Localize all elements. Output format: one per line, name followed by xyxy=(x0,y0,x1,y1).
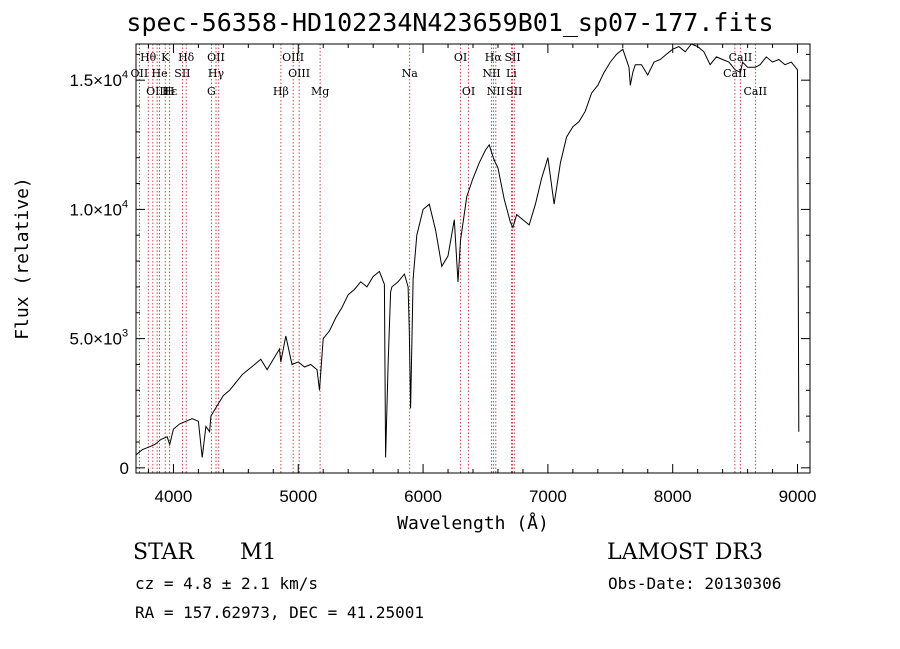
y-tick-label: 1.5×10 xyxy=(70,71,122,90)
marker-label: OII xyxy=(207,51,225,64)
x-tick-label: 8000 xyxy=(654,487,692,506)
y-axis-label: Flux (relative) xyxy=(12,177,33,340)
marker-label: CaII xyxy=(729,51,753,64)
marker-label: OI xyxy=(454,51,467,64)
marker-label: Li xyxy=(506,67,517,80)
y-tick-exponent: 4 xyxy=(122,198,128,210)
x-tick-label: 9000 xyxy=(779,487,817,506)
chart-title: spec-56358-HD102234N423659B01_sp07-177.f… xyxy=(126,8,774,37)
marker-label: SII xyxy=(506,85,522,98)
marker-label: Hθ xyxy=(140,51,157,64)
marker-label: NII xyxy=(482,67,500,80)
marker-label: OIII xyxy=(282,51,304,64)
y-tick-exponent: 3 xyxy=(122,328,128,340)
marker-label: Na xyxy=(402,67,419,80)
marker-label: Hα xyxy=(485,51,503,64)
marker-label: CaII xyxy=(743,85,767,98)
marker-label: Hβ xyxy=(273,85,289,98)
object-subclass: M1 xyxy=(240,540,277,565)
marker-label: Hδ xyxy=(178,51,195,64)
marker-label: G xyxy=(207,85,216,98)
y-tick-label: 0 xyxy=(120,459,129,478)
plot-frame xyxy=(135,43,811,474)
coordinates-readout: RA = 157.62973, DEC = 41.25001 xyxy=(135,603,424,622)
survey-name: LAMOST DR3 xyxy=(607,540,763,565)
marker-label: Mg xyxy=(311,85,329,98)
marker-label: SII xyxy=(174,67,190,80)
marker-label: NII xyxy=(487,85,505,98)
spectrum-line xyxy=(135,43,800,458)
redshift-readout: cz = 4.8 ± 2.1 km/s xyxy=(135,574,319,593)
x-axis-label: Wavelength (Å) xyxy=(397,512,549,534)
object-class: STAR xyxy=(133,540,194,565)
x-axis-ticks: 4000 5000 6000 7000 8000 9000 xyxy=(147,44,817,506)
marker-label: OIII xyxy=(146,85,168,98)
spectral-line-markers xyxy=(138,44,756,473)
marker-label: Hε xyxy=(162,85,178,98)
y-axis-ticks: 05.0×10 31.0×10 41.5×10 4 xyxy=(70,53,810,478)
marker-label: SII xyxy=(504,51,520,64)
x-tick-label: 6000 xyxy=(404,487,442,506)
observation-date: Obs-Date: 20130306 xyxy=(608,574,782,593)
marker-label: He xyxy=(152,67,168,80)
y-tick-exponent: 4 xyxy=(122,69,128,81)
y-tick-label: 1.0×10 xyxy=(70,200,122,219)
marker-label: OI xyxy=(462,85,475,98)
x-tick-label: 4000 xyxy=(155,487,193,506)
y-tick-label: 5.0×10 xyxy=(70,330,122,349)
marker-label: OII xyxy=(131,67,149,80)
marker-label: OIII xyxy=(288,67,310,80)
x-tick-label: 7000 xyxy=(529,487,567,506)
marker-label: H xyxy=(165,85,175,98)
x-tick-label: 5000 xyxy=(279,487,317,506)
marker-label: Hγ xyxy=(208,67,225,80)
marker-label: K xyxy=(161,51,170,64)
